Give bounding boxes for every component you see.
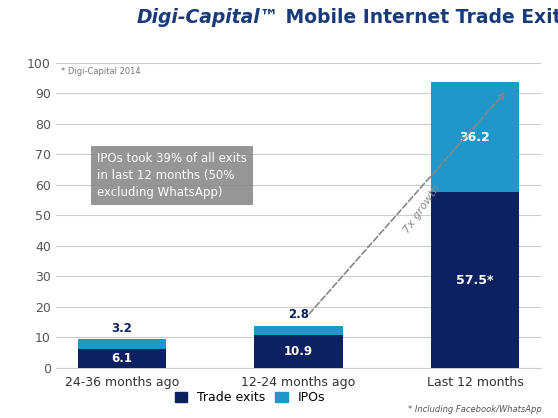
Text: 3.2: 3.2: [112, 322, 132, 335]
Legend: Trade exits, IPOs: Trade exits, IPOs: [170, 386, 330, 409]
Text: 7x growth: 7x growth: [402, 183, 442, 235]
Text: Mobile Internet Trade Exits & IPOs ($B): Mobile Internet Trade Exits & IPOs ($B): [279, 8, 558, 27]
Bar: [431, 82, 519, 192]
Text: 2.8: 2.8: [288, 308, 309, 321]
Text: 36.2: 36.2: [460, 131, 490, 144]
Text: 10.9: 10.9: [284, 345, 313, 358]
Bar: [431, 192, 519, 368]
Text: * Including Facebook/WhatsApp: * Including Facebook/WhatsApp: [407, 405, 541, 414]
Text: * Digi-Capital 2014: * Digi-Capital 2014: [61, 67, 140, 76]
Text: Digi-Capital™: Digi-Capital™: [137, 8, 279, 27]
Bar: [78, 339, 166, 349]
Text: 57.5*: 57.5*: [456, 274, 494, 287]
Text: 6.1: 6.1: [112, 352, 132, 365]
Bar: [254, 334, 343, 368]
Bar: [254, 326, 343, 334]
Text: IPOs took 39% of all exits
in last 12 months (50%
excluding WhatsApp): IPOs took 39% of all exits in last 12 mo…: [98, 152, 247, 199]
Bar: [78, 349, 166, 368]
